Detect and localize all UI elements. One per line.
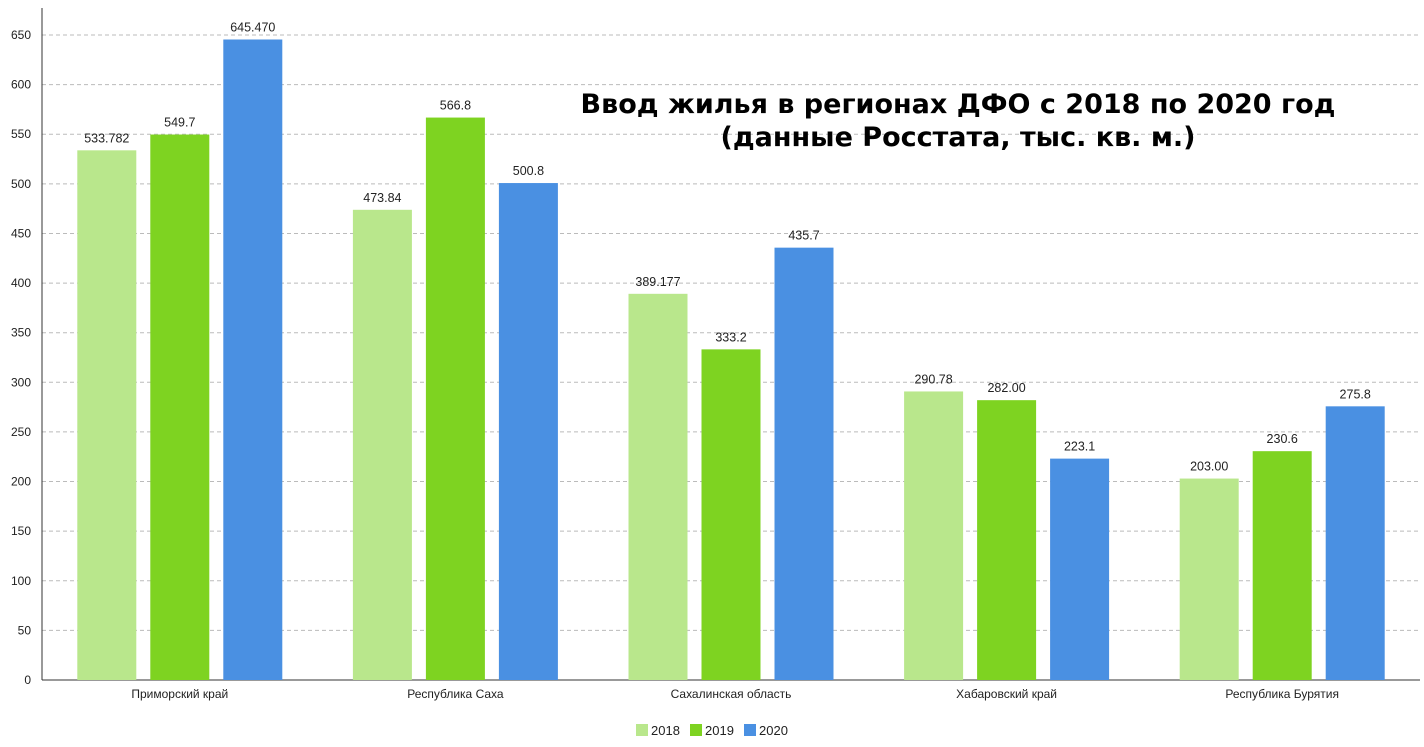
data-label: 533.782 — [84, 131, 129, 145]
y-tick-label: 450 — [11, 226, 31, 240]
legend-swatch — [636, 724, 648, 736]
y-tick-label: 550 — [11, 127, 31, 141]
legend-label: 2019 — [705, 723, 734, 738]
chart-title-line-2: (данные Росстата, тыс. кв. м.) — [720, 122, 1195, 153]
data-label: 333.2 — [715, 330, 746, 344]
y-tick-label: 600 — [11, 78, 31, 92]
y-tick-label: 0 — [24, 673, 31, 687]
data-label: 203.00 — [1190, 460, 1228, 474]
bar-2018 — [77, 150, 137, 680]
category-label: Сахалинская область — [671, 687, 792, 701]
y-tick-label: 250 — [11, 425, 31, 439]
bar-2018 — [1179, 478, 1239, 680]
bar-2020 — [1325, 406, 1385, 680]
chart-title: Ввод жилья в регионах ДФО с 2018 по 2020… — [581, 89, 1336, 153]
bar-2020 — [223, 39, 283, 680]
legend-swatch — [690, 724, 702, 736]
category-label: Приморский край — [131, 687, 228, 701]
data-label: 473.84 — [363, 191, 401, 205]
category-label: Республика Саха — [407, 687, 504, 701]
y-tick-label: 150 — [11, 524, 31, 538]
y-tick-label: 100 — [11, 574, 31, 588]
data-label: 435.7 — [788, 229, 819, 243]
data-label: 389.177 — [635, 275, 680, 289]
legend-item-2020: 2020 — [744, 723, 788, 738]
bar-2018 — [352, 209, 412, 680]
bars — [77, 39, 1385, 681]
bar-2018 — [628, 293, 688, 680]
legend-item-2018: 2018 — [636, 723, 680, 738]
legend-label: 2018 — [651, 723, 680, 738]
data-label: 230.6 — [1267, 432, 1298, 446]
y-tick-label: 200 — [11, 475, 31, 489]
y-tick-labels: 0 50 100 150 200 250 300 350 400 450 500 550 600 650 — [11, 28, 31, 687]
data-label: 645.470 — [230, 20, 275, 34]
category-label: Хабаровский край — [956, 687, 1057, 701]
bar-2019 — [701, 349, 761, 680]
data-label: 223.1 — [1064, 440, 1095, 454]
bar-2018 — [904, 391, 964, 680]
chart-title-line-1: Ввод жилья в регионах ДФО с 2018 по 2020… — [581, 89, 1336, 120]
legend: 2018 2019 2020 — [636, 723, 788, 738]
category-label: Республика Бурятия — [1225, 687, 1339, 701]
y-tick-label: 300 — [11, 375, 31, 389]
bar-2020 — [498, 183, 558, 680]
legend-item-2019: 2019 — [690, 723, 734, 738]
data-label: 275.8 — [1340, 387, 1371, 401]
bar-2019 — [150, 134, 210, 681]
y-tick-label: 500 — [11, 177, 31, 191]
data-labels: 533.782 549.7 645.470 473.84 566.8 500.8 389.1… — [84, 20, 1371, 473]
y-tick-label: 650 — [11, 28, 31, 42]
legend-label: 2020 — [759, 723, 788, 738]
data-label: 566.8 — [440, 99, 471, 113]
y-tick-label: 350 — [11, 326, 31, 340]
legend-swatch — [744, 724, 756, 736]
y-tick-label: 50 — [18, 623, 32, 637]
category-labels: Приморский край Республика Саха Сахалинска… — [131, 687, 1339, 701]
data-label: 282.00 — [987, 381, 1025, 395]
y-tick-label: 400 — [11, 276, 31, 290]
bar-2019 — [425, 117, 485, 680]
data-label: 500.8 — [513, 164, 544, 178]
bar-2019 — [1252, 451, 1312, 680]
bar-2020 — [774, 247, 834, 680]
data-label: 549.7 — [164, 116, 195, 130]
bar-2020 — [1050, 458, 1110, 680]
data-label: 290.78 — [914, 372, 952, 386]
bar-2019 — [977, 400, 1037, 680]
